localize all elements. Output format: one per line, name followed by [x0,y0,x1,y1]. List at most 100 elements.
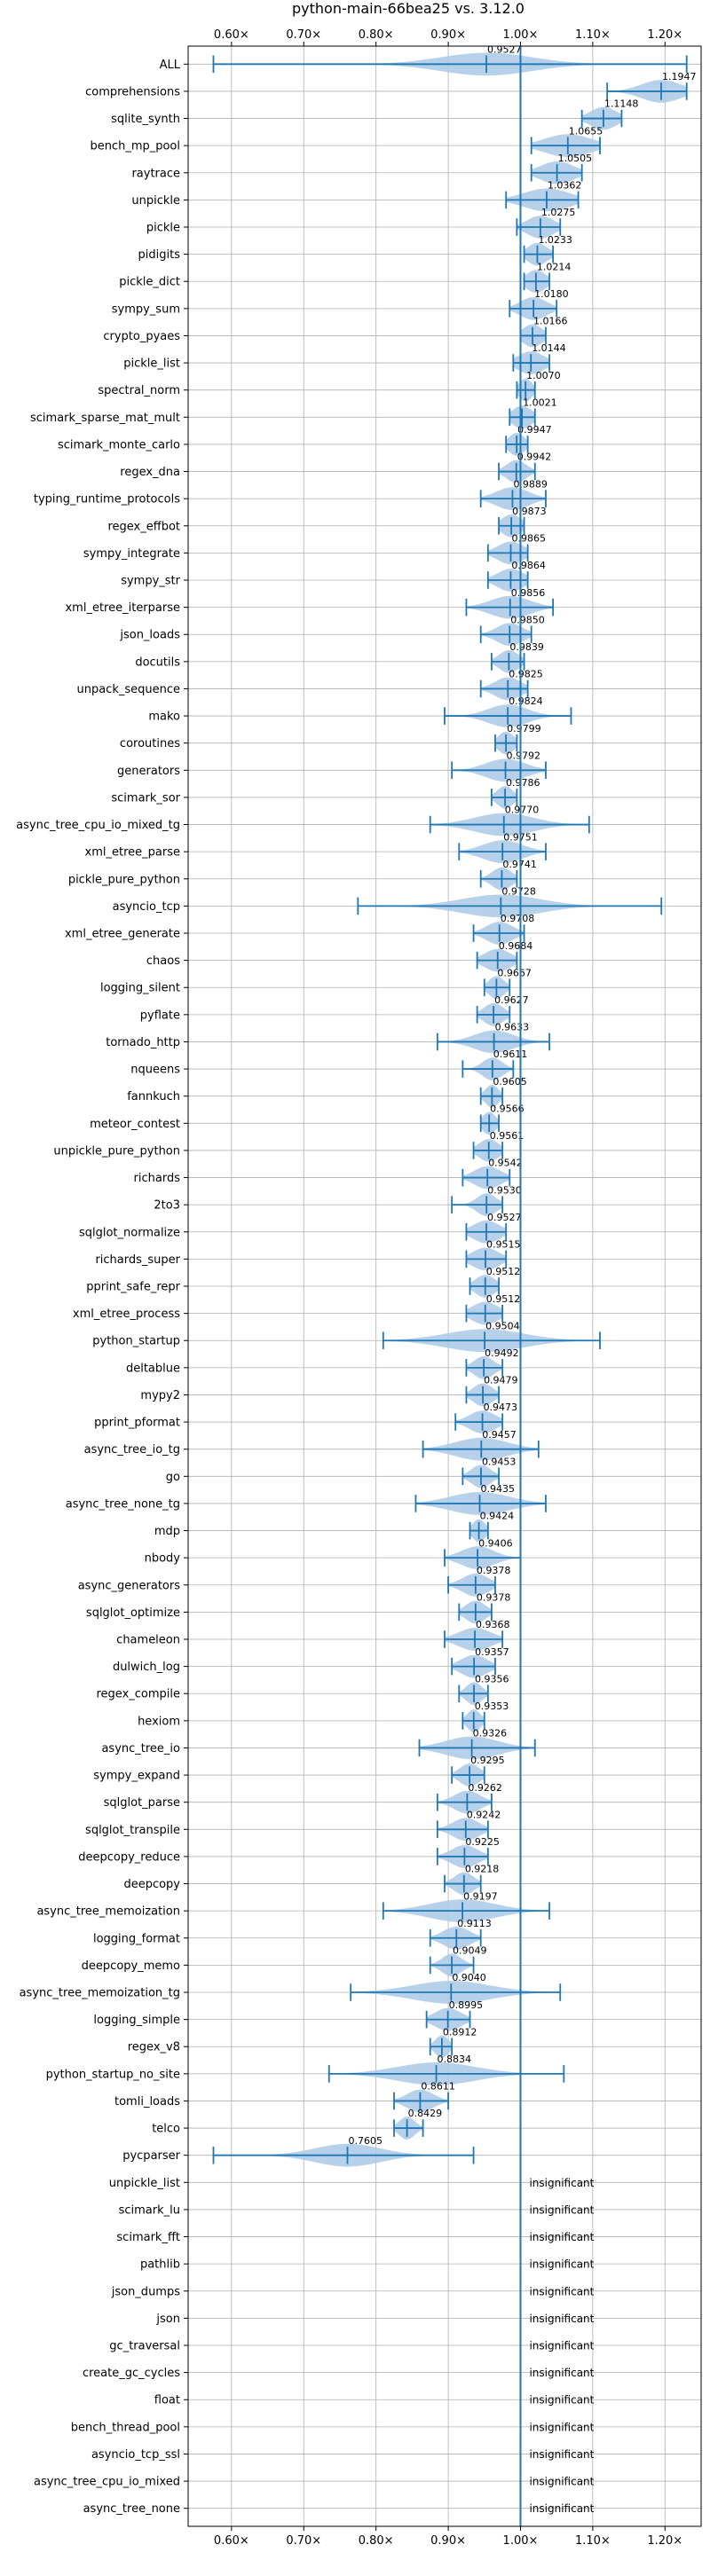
x-tick-label-bottom: 1.20× [647,2534,682,2548]
value-label: 1.0275 [541,207,576,218]
insignificant-label: insignificant [529,2502,594,2515]
y-tick-label: pidigits [138,248,181,262]
y-tick-label: sympy_str [121,575,180,588]
y-tick-label: richards_super [95,1253,180,1267]
value-label: 0.9225 [465,1836,500,1848]
value-label: 0.9542 [488,1158,523,1169]
value-label: 0.9353 [475,1700,509,1712]
value-label: 0.8429 [408,2108,443,2119]
y-tick-label: json_loads [119,629,180,642]
value-label: 0.9368 [476,1619,510,1630]
value-label: 0.9825 [509,669,543,680]
y-tick-label: python_startup [92,1335,180,1348]
value-label: 0.9786 [506,777,540,789]
value-label: 0.9378 [477,1565,511,1576]
insignificant-label: insignificant [529,2448,594,2461]
value-label: 0.9792 [507,750,541,761]
y-tick-label: telco [152,2123,180,2136]
axis-layer: 0.60× 0.60× 0.70× 0.70× 0.80× 0.80× 0.90× 0.90×… [16,28,682,2548]
y-tick-label: generators [117,765,180,778]
insignificant-label: insignificant [529,2421,594,2433]
value-label: 0.9242 [467,1809,501,1820]
x-tick-label-top: 0.90× [430,28,466,42]
y-tick-label: pickle_list [123,357,180,371]
x-tick-label-bottom: 1.10× [575,2534,611,2548]
value-label: 0.9049 [453,1945,487,1957]
y-tick-label: tomli_loads [114,2095,180,2109]
value-label: 0.8834 [438,2054,472,2065]
y-tick-label: fannkuch [127,1090,180,1103]
x-tick-label-bottom: 0.90× [430,2534,466,2548]
y-tick-label: unpickle_pure_python [53,1144,180,1158]
value-label: 0.9424 [480,1511,515,1522]
value-label: 0.9667 [497,967,532,978]
value-label: 0.7605 [349,2135,383,2147]
y-tick-label: bench_mp_pool [90,140,180,153]
y-tick-label: sqlite_synth [111,113,180,126]
x-tick-label-top: 1.10× [575,28,611,42]
y-tick-label: async_tree_memoization [36,1905,180,1919]
y-tick-label: pprint_safe_repr [86,1281,180,1294]
y-tick-label: xml_etree_iterparse [65,601,180,615]
value-label: 0.9561 [490,1130,525,1142]
value-label: 0.9406 [478,1537,513,1549]
value-label: 0.9873 [512,506,547,517]
value-label: 0.9605 [493,1076,527,1088]
y-tick-label: scimark_fft [116,2231,180,2244]
value-label: 0.9295 [470,1755,505,1766]
y-tick-label: regex_compile [96,1688,180,1701]
value-label: 1.1947 [662,71,697,82]
y-tick-label: hexiom [138,1715,180,1728]
value-label: 0.9839 [509,641,544,653]
y-tick-label: deltablue [126,1362,180,1375]
y-tick-label: typing_runtime_protocols [34,493,180,507]
value-label: 0.9453 [482,1456,517,1467]
value-label: 0.9262 [468,1782,502,1794]
y-tick-label: sqlglot_transpile [85,1824,180,1837]
y-tick-label: raytrace [131,167,180,180]
value-label: 0.9504 [485,1320,520,1331]
y-tick-label: sympy_expand [93,1770,180,1783]
y-tick-label: unpack_sequence [76,683,180,696]
y-tick-label: sqlglot_parse [104,1796,180,1810]
value-label: 0.9512 [486,1293,521,1305]
insignificant-label: insignificant [529,2231,594,2243]
y-tick-label: go [166,1471,180,1484]
x-tick-label-top: 1.20× [647,28,682,42]
y-tick-label: scimark_lu [119,2203,180,2217]
y-tick-label: json_dumps [111,2285,180,2298]
value-label: 0.9850 [510,614,545,625]
value-label: 0.9708 [501,913,535,924]
value-label: 1.0214 [537,261,572,272]
y-tick-label: crypto_pyaes [103,330,180,343]
y-tick-label: pathlib [140,2258,180,2272]
value-label: 0.9633 [495,1022,530,1033]
y-tick-label: logging_silent [100,982,180,995]
y-tick-label: asyncio_tcp [113,900,180,914]
insignificant-label: insignificant [529,2340,594,2352]
value-label: 0.9040 [452,1972,486,1983]
plot-frame [187,45,702,2527]
value-label: 0.9473 [484,1402,518,1413]
y-tick-label: sympy_sum [112,302,180,316]
y-tick-label: float [154,2394,180,2407]
y-tick-label: richards [134,1172,181,1185]
y-tick-label: pycparser [122,2149,180,2163]
y-tick-label: async_tree_memoization_tg [20,1987,180,2000]
y-tick-label: scimark_monte_carlo [58,438,180,452]
value-label: 0.9566 [490,1103,525,1114]
y-tick-label: chaos [146,954,180,968]
y-tick-label: python_startup_no_site [46,2068,180,2081]
y-tick-label: tornado_http [106,1036,180,1049]
y-tick-label: coroutines [120,737,180,750]
y-tick-label: scimark_sparse_mat_mult [30,412,180,425]
y-tick-label: mypy2 [140,1389,180,1402]
y-tick-label: unpickle_list [109,2177,180,2190]
y-tick-label: docutils [135,656,180,669]
x-tick-label-top: 1.00× [503,28,539,42]
value-label: 0.9113 [457,1918,492,1929]
y-tick-label: json [155,2313,180,2326]
y-tick-label: sqlglot_normalize [79,1226,180,1239]
y-tick-label: async_tree_cpu_io_mixed_tg [16,819,180,832]
